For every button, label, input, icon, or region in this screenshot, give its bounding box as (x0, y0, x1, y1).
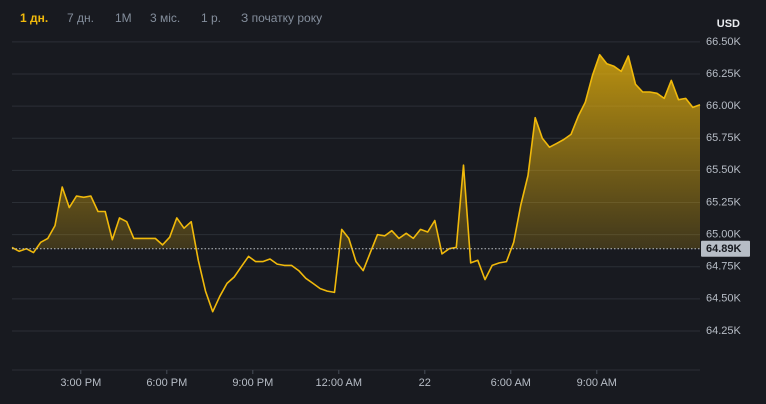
y-tick-label: 65.50K (706, 164, 742, 176)
y-tick-label: 66.25K (706, 68, 742, 80)
current-price-label: 64.89K (706, 243, 742, 255)
area-fill (12, 54, 700, 249)
current-price-box (701, 240, 750, 257)
y-tick-label: 66.50K (706, 36, 742, 48)
y-tick-label: 64.50K (706, 293, 742, 305)
y-tick-label: 65.25K (706, 196, 742, 208)
time-range-tab[interactable]: 1M (115, 11, 132, 25)
x-tick-label: 12:00 AM (316, 377, 362, 389)
y-tick-label: 65.75K (706, 132, 742, 144)
y-tick-label: 66.00K (706, 100, 742, 112)
x-tick-label: 6:00 AM (491, 377, 531, 389)
time-range-tab[interactable]: 7 дн. (67, 11, 94, 25)
y-tick-label: 65.00K (706, 228, 742, 240)
x-tick-label: 9:00 PM (232, 377, 273, 389)
x-tick-label: 3:00 PM (60, 377, 101, 389)
x-tick-label: 6:00 PM (146, 377, 187, 389)
x-tick-label: 22 (419, 377, 431, 389)
time-range-tab[interactable]: З початку року (241, 11, 322, 25)
x-tick-label: 9:00 AM (577, 377, 617, 389)
unit-label: USD (717, 18, 740, 30)
y-tick-label: 64.25K (706, 325, 742, 337)
y-tick-label: 64.75K (706, 261, 742, 273)
time-range-tab[interactable]: 3 міс. (150, 11, 180, 25)
price-line (11, 53, 701, 313)
time-range-tab[interactable]: 1 р. (201, 11, 221, 25)
time-range-tab[interactable]: 1 дн. (20, 11, 48, 25)
